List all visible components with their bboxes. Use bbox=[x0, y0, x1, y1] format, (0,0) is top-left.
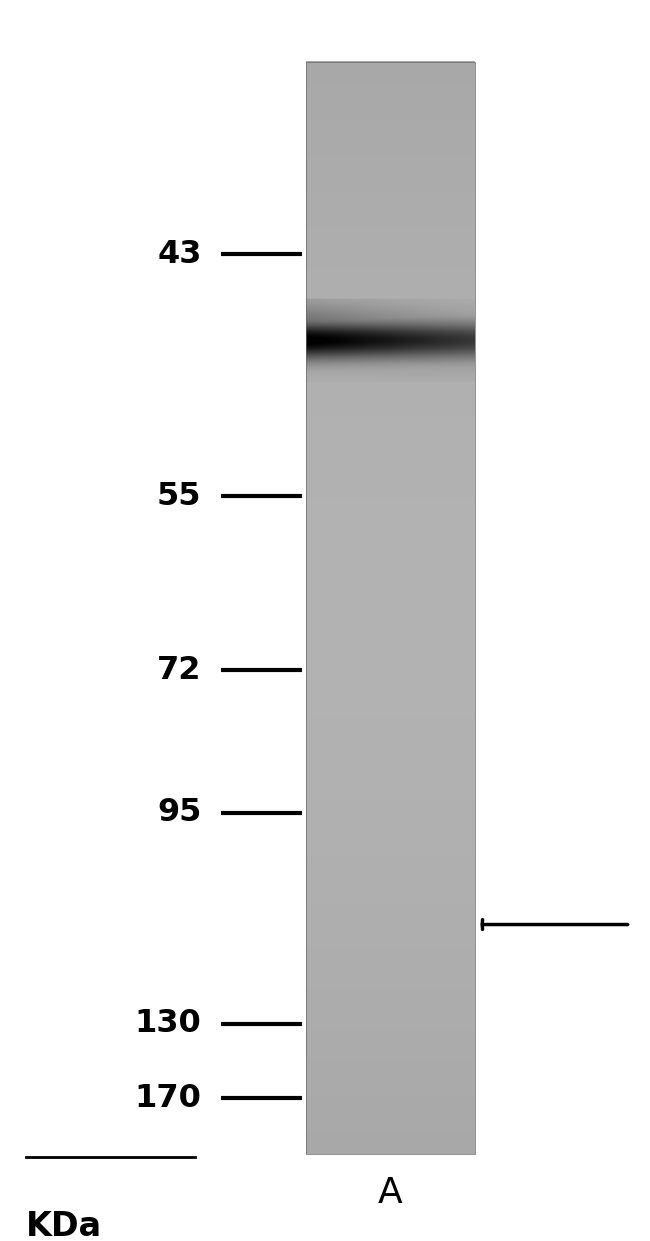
Text: 95: 95 bbox=[157, 798, 202, 828]
Text: 72: 72 bbox=[157, 655, 202, 685]
Bar bbox=[306, 62, 474, 1154]
Text: A: A bbox=[378, 1176, 402, 1210]
Text: 43: 43 bbox=[157, 240, 202, 269]
Text: 170: 170 bbox=[135, 1083, 202, 1113]
Text: KDa: KDa bbox=[26, 1210, 102, 1241]
Text: 55: 55 bbox=[157, 482, 202, 511]
Text: 130: 130 bbox=[135, 1009, 202, 1039]
